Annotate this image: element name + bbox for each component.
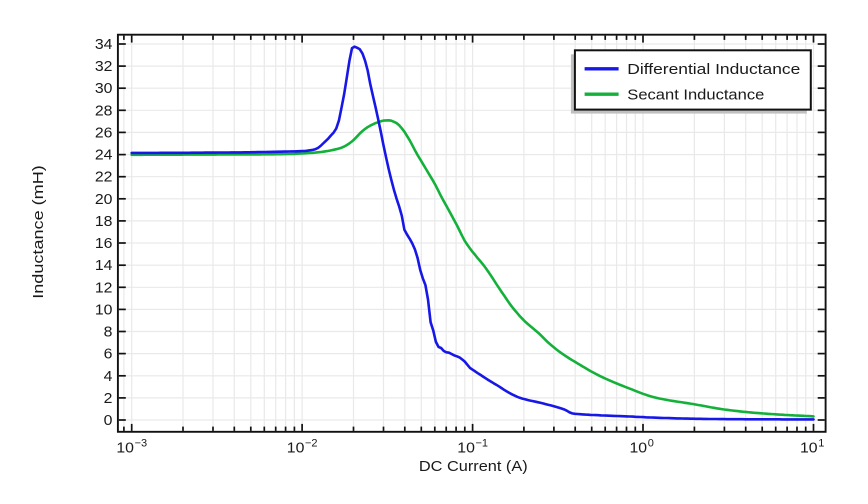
- svg-text:28: 28: [95, 102, 113, 119]
- svg-text:Differential Inductance: Differential Inductance: [627, 62, 800, 78]
- svg-text:12: 12: [95, 279, 113, 296]
- svg-text:10: 10: [287, 440, 305, 457]
- svg-text:0: 0: [104, 412, 113, 429]
- svg-text:4: 4: [104, 368, 113, 385]
- svg-text:10: 10: [800, 440, 818, 457]
- svg-text:2: 2: [104, 390, 113, 407]
- svg-text:34: 34: [95, 36, 113, 53]
- svg-text:6: 6: [104, 346, 113, 363]
- svg-text:10: 10: [116, 440, 134, 457]
- svg-text:16: 16: [95, 235, 113, 252]
- svg-text:10: 10: [457, 440, 475, 457]
- svg-text:14: 14: [95, 257, 113, 274]
- svg-text:20: 20: [95, 191, 113, 208]
- svg-text:30: 30: [95, 80, 113, 97]
- svg-text:−2: −2: [305, 438, 318, 450]
- svg-text:22: 22: [95, 169, 113, 186]
- svg-text:0: 0: [648, 438, 654, 450]
- svg-text:Inductance (mH): Inductance (mH): [31, 165, 47, 299]
- svg-text:32: 32: [95, 58, 113, 75]
- svg-text:8: 8: [104, 324, 113, 341]
- svg-text:26: 26: [95, 124, 113, 141]
- svg-text:1: 1: [818, 438, 824, 450]
- svg-text:Secant Inductance: Secant Inductance: [627, 87, 764, 103]
- svg-text:18: 18: [95, 213, 113, 230]
- svg-text:24: 24: [95, 147, 113, 164]
- svg-text:10: 10: [630, 440, 648, 457]
- svg-text:10: 10: [95, 301, 113, 318]
- svg-text:−1: −1: [476, 438, 489, 450]
- svg-text:DC Current (A): DC Current (A): [419, 459, 528, 475]
- svg-text:−3: −3: [135, 438, 148, 450]
